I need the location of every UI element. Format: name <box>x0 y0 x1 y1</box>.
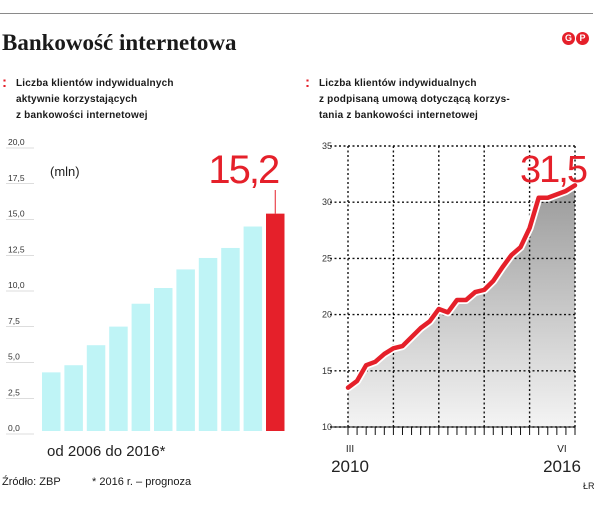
top-rule <box>0 13 593 14</box>
area-fill <box>348 185 575 427</box>
y-tick-label: 5,0 <box>8 352 20 362</box>
left-chart-title-3: z bankowości internetowej <box>16 110 148 121</box>
right-chart-title-2: z podpisaną umową dotyczącą korzys- <box>319 94 510 105</box>
source-note: Źródło: ZBP <box>2 476 61 488</box>
highlight-value-label: 31,5 <box>520 149 587 191</box>
x-caption: od 2006 do 2016* <box>47 443 166 460</box>
page-title: Bankowość internetowa <box>2 30 237 55</box>
y-tick-label: 15 <box>322 366 332 376</box>
y-tick-label: 20 <box>322 310 332 320</box>
left-chart-title-1: Liczba klientów indywidualnych <box>16 78 174 89</box>
author-credit: ŁR <box>583 481 595 491</box>
left-chart-title-2: aktywnie korzystających <box>16 94 138 105</box>
x-end-year: 2016 <box>543 457 581 476</box>
y-tick-label: 7,5 <box>8 316 20 326</box>
bar-2011 <box>154 288 173 431</box>
x-start-month: III <box>346 444 354 455</box>
right-chart-marker-icon: : <box>305 74 310 91</box>
y-tick-label: 2,5 <box>8 387 20 397</box>
bar-2009 <box>109 326 128 431</box>
highlight-value-label: 15,2 <box>208 148 279 192</box>
right-chart-title-3: tania z bankowości internetowej <box>319 110 479 121</box>
y-tick-label: 30 <box>322 197 332 207</box>
bar-2015 <box>243 226 263 431</box>
y-tick-label: 25 <box>322 253 332 263</box>
bar-2008 <box>86 345 106 431</box>
bar-2014 <box>221 247 240 431</box>
x-end-month: VI <box>557 444 566 455</box>
forecast-note: * 2016 r. – prognoza <box>92 476 192 488</box>
unit-label: (mln) <box>50 164 80 179</box>
bar-2010 <box>131 303 151 431</box>
y-tick-label: 15,0 <box>8 209 25 219</box>
bar-2013 <box>198 257 218 431</box>
bar-2006 <box>42 372 61 431</box>
y-tick-label: 10,0 <box>8 280 25 290</box>
x-start-year: 2010 <box>331 457 369 476</box>
right-area-chart: 10 15 20 25 30 35 31,5 III 2010 VI 2016 <box>322 141 589 476</box>
y-tick-label: 20,0 <box>8 137 25 147</box>
left-bar-chart: 0,0 2,5 5,0 7,5 10,0 12,5 15,0 17,5 20,0 (mln) 15,… <box>6 137 285 460</box>
y-tick-label: 17,5 <box>8 173 25 183</box>
series-line <box>345 183 578 390</box>
y-tick-label: 12,5 <box>8 244 25 254</box>
y-tick-label: 35 <box>322 141 332 151</box>
bar-2007 <box>64 365 83 431</box>
bar-2012 <box>176 269 195 431</box>
left-chart-marker-icon: : <box>2 74 7 91</box>
y-tick-label: 0,0 <box>8 423 20 433</box>
y-tick-label: 10 <box>322 422 332 432</box>
bar-2016 <box>266 213 285 431</box>
right-chart-title-1: Liczba klientów indywidualnych <box>319 78 477 89</box>
